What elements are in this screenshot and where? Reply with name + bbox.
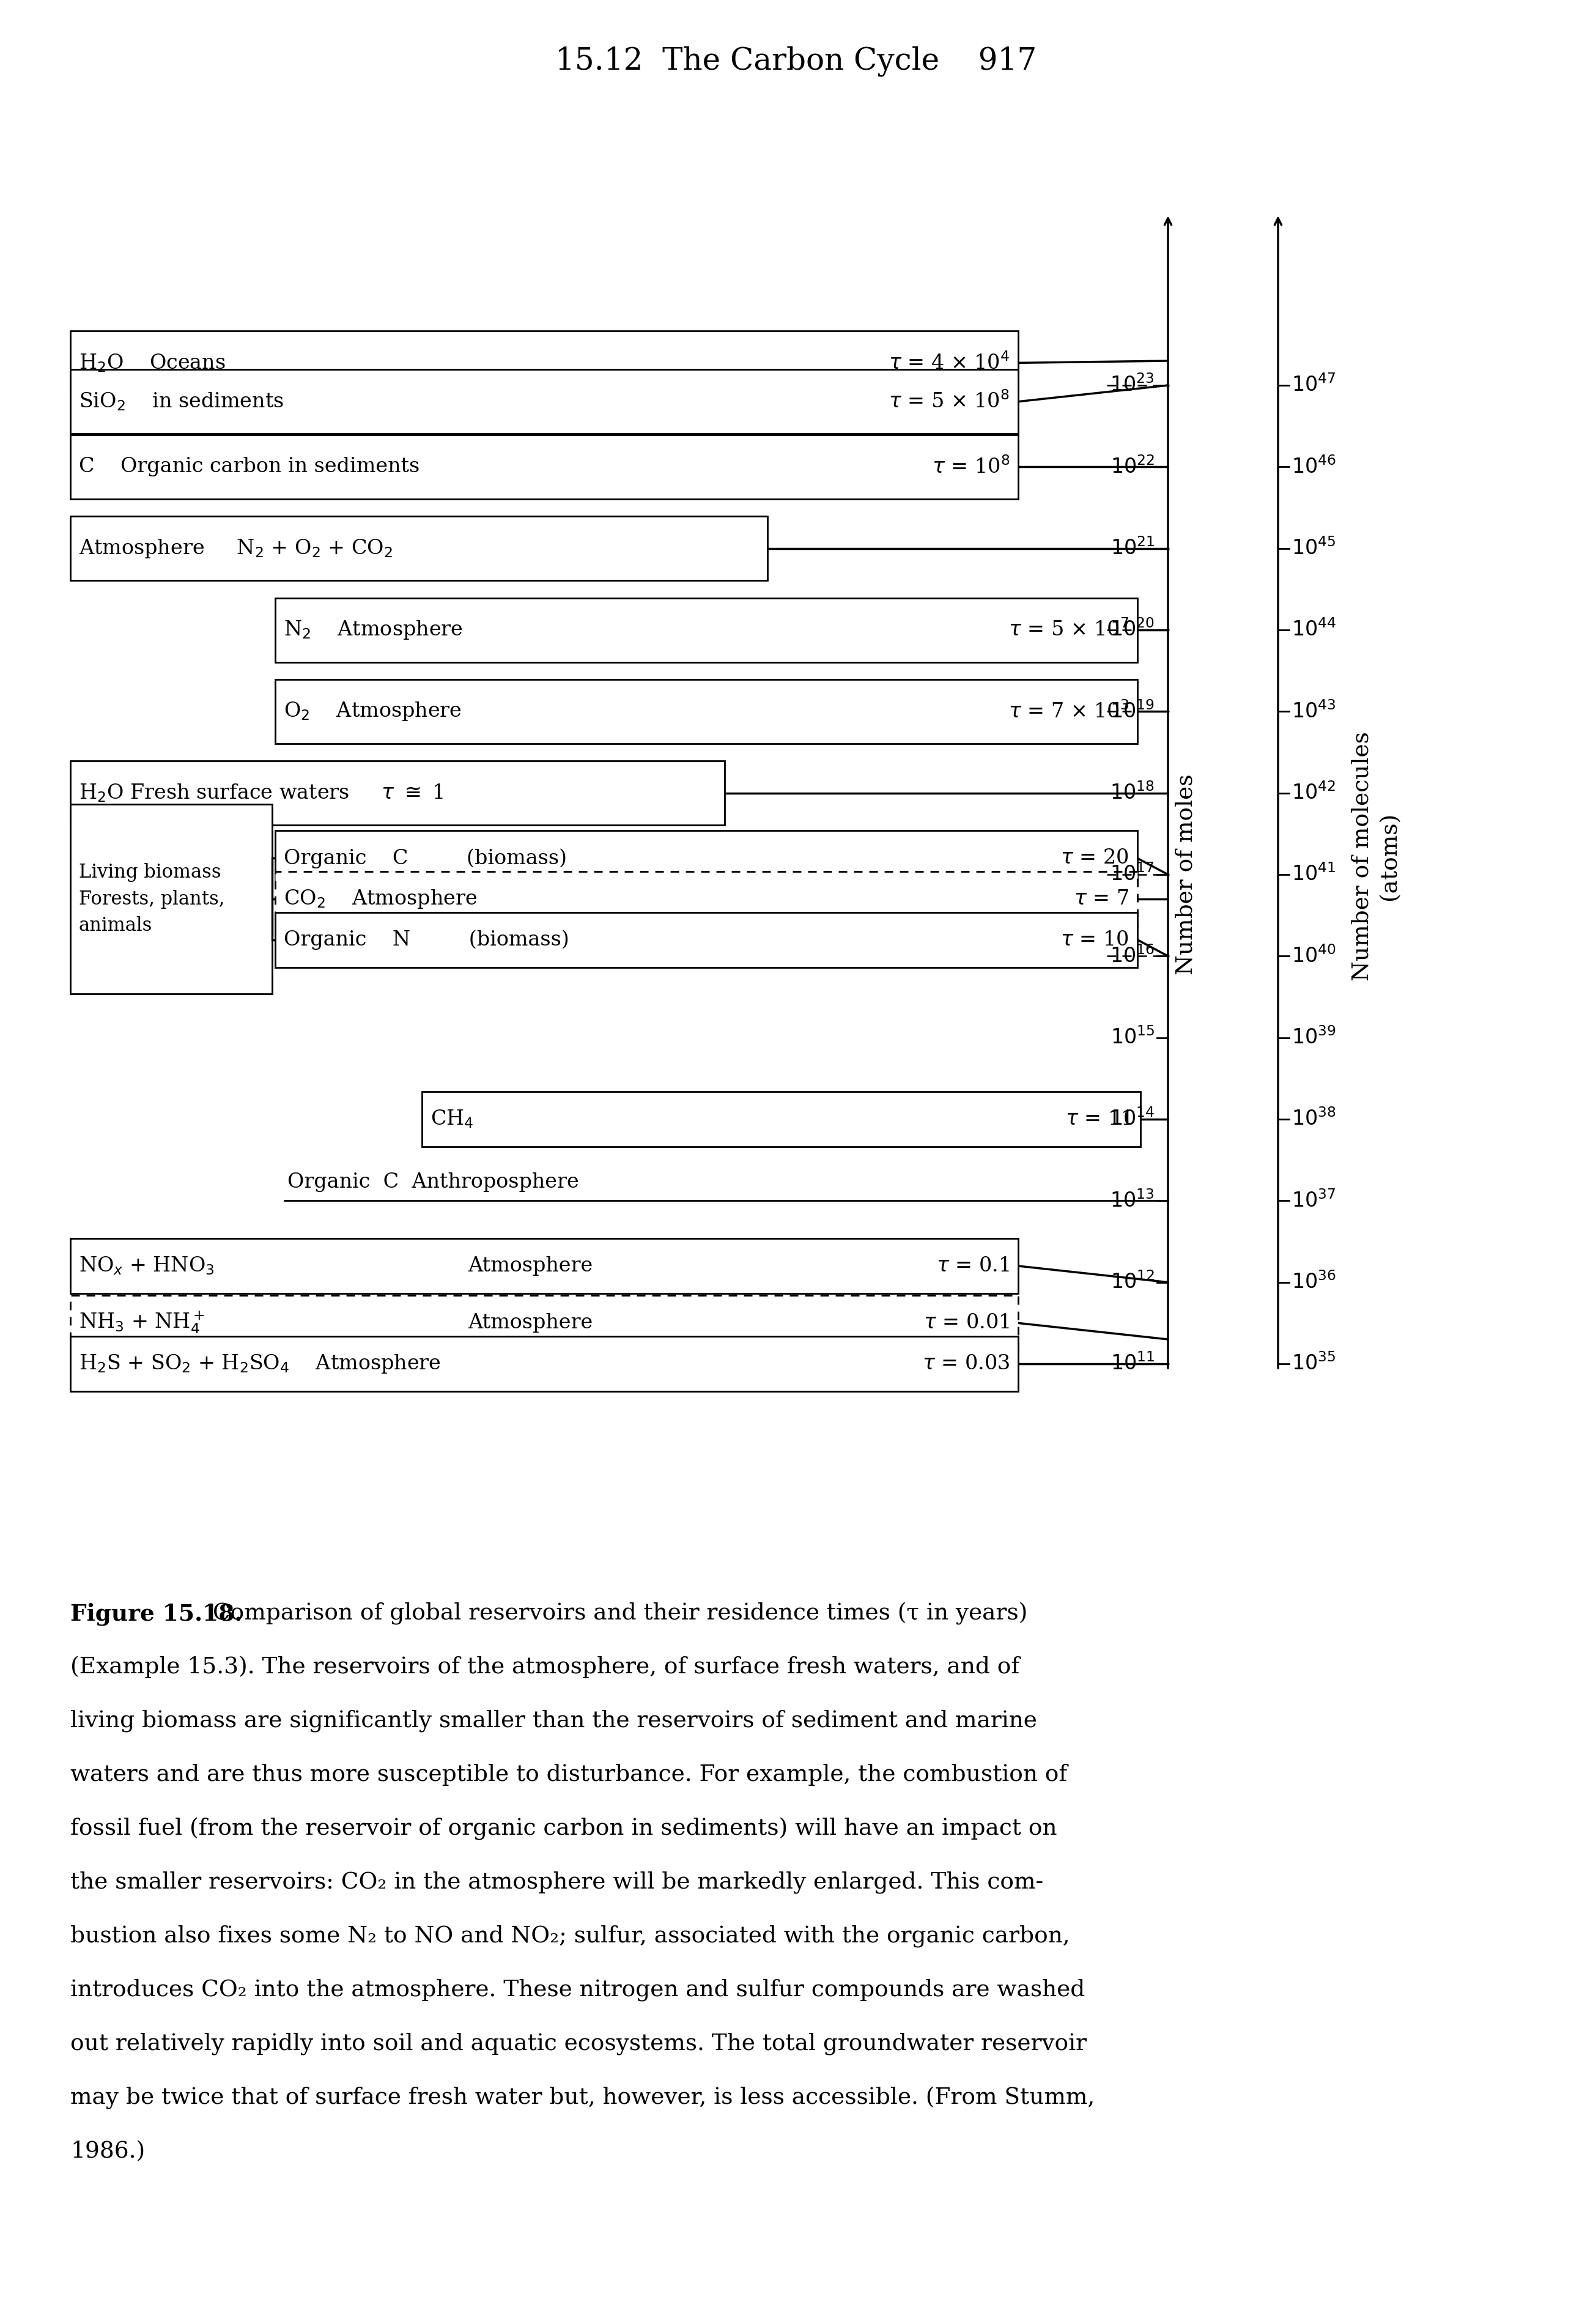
Text: $10^{37}$: $10^{37}$ <box>1292 1190 1337 1211</box>
Bar <box>422 1092 1141 1146</box>
Bar <box>70 804 272 995</box>
Text: Organic    C         (biomass): Organic C (biomass) <box>284 848 567 869</box>
Text: $10^{19}$: $10^{19}$ <box>1110 702 1155 723</box>
Text: $10^{13}$: $10^{13}$ <box>1110 1190 1155 1211</box>
Text: CO$_2$    Atmosphere: CO$_2$ Atmosphere <box>284 888 478 911</box>
Text: Atmosphere: Atmosphere <box>468 1257 593 1276</box>
Bar <box>70 1294 1018 1350</box>
Text: H$_2$O    Oceans: H$_2$O Oceans <box>80 353 226 374</box>
Text: Figure 15.18.: Figure 15.18. <box>70 1601 242 1624</box>
Bar <box>70 435 1018 500</box>
Text: living biomass are significantly smaller than the reservoirs of sediment and mar: living biomass are significantly smaller… <box>70 1710 1037 1731</box>
Text: $\tau$ = 0.1: $\tau$ = 0.1 <box>937 1257 1010 1276</box>
Bar <box>70 516 768 581</box>
Text: $\tau$ = 10$^8$: $\tau$ = 10$^8$ <box>932 456 1010 476</box>
Text: Comparison of global reservoirs and their residence times (τ in years): Comparison of global reservoirs and thei… <box>205 1601 1027 1624</box>
Text: $\tau$ = 10: $\tau$ = 10 <box>1061 930 1129 951</box>
Text: Atmosphere: Atmosphere <box>468 1313 593 1334</box>
Text: 15.12  The Carbon Cycle    917: 15.12 The Carbon Cycle 917 <box>556 46 1037 77</box>
Bar <box>70 330 1018 395</box>
Text: $10^{20}$: $10^{20}$ <box>1110 618 1155 641</box>
Text: $10^{41}$: $10^{41}$ <box>1292 865 1337 885</box>
Text: $10^{21}$: $10^{21}$ <box>1110 537 1155 560</box>
Text: $\tau$ = 11: $\tau$ = 11 <box>1066 1109 1133 1129</box>
Text: (Example 15.3). The reservoirs of the atmosphere, of surface fresh waters, and o: (Example 15.3). The reservoirs of the at… <box>70 1657 1020 1678</box>
Text: fossil fuel (from the reservoir of organic carbon in sediments) will have an imp: fossil fuel (from the reservoir of organ… <box>70 1817 1058 1841</box>
Text: $10^{45}$: $10^{45}$ <box>1292 537 1337 560</box>
Text: SiO$_2$    in sediments: SiO$_2$ in sediments <box>80 390 284 411</box>
Text: $\tau$ = 5 $\times$ 10$^8$: $\tau$ = 5 $\times$ 10$^8$ <box>889 390 1010 411</box>
Text: $10^{43}$: $10^{43}$ <box>1292 702 1337 723</box>
Text: $\tau$ = 7 $\times$ 10$^3$: $\tau$ = 7 $\times$ 10$^3$ <box>1008 702 1129 723</box>
Text: waters and are thus more susceptible to disturbance. For example, the combustion: waters and are thus more susceptible to … <box>70 1764 1067 1785</box>
Text: $10^{42}$: $10^{42}$ <box>1292 783 1335 804</box>
Text: $10^{46}$: $10^{46}$ <box>1292 456 1337 476</box>
Text: Number of moles: Number of moles <box>1176 774 1198 976</box>
Bar <box>276 597 1137 662</box>
Text: Number of molecules
(atoms): Number of molecules (atoms) <box>1351 732 1400 981</box>
Bar <box>70 1239 1018 1294</box>
Text: out relatively rapidly into soil and aquatic ecosystems. The total groundwater r: out relatively rapidly into soil and aqu… <box>70 2033 1086 2054</box>
Text: H$_2$S + SO$_2$ + H$_2$SO$_4$    Atmosphere: H$_2$S + SO$_2$ + H$_2$SO$_4$ Atmosphere <box>80 1353 441 1376</box>
Text: $\tau$ = 7: $\tau$ = 7 <box>1074 890 1129 909</box>
Text: NH$_3$ + NH$_4^+$: NH$_3$ + NH$_4^+$ <box>80 1311 205 1336</box>
Text: Living biomass
Forests, plants,
animals: Living biomass Forests, plants, animals <box>80 862 225 934</box>
Text: $\tau$ = 4 $\times$ 10$^4$: $\tau$ = 4 $\times$ 10$^4$ <box>889 353 1010 374</box>
Text: $10^{18}$: $10^{18}$ <box>1110 783 1155 804</box>
Text: $10^{17}$: $10^{17}$ <box>1110 865 1155 885</box>
Text: NO$_x$ + HNO$_3$: NO$_x$ + HNO$_3$ <box>80 1255 215 1276</box>
Text: C    Organic carbon in sediments: C Organic carbon in sediments <box>80 458 419 476</box>
Text: $\tau$ = 0.01: $\tau$ = 0.01 <box>924 1313 1010 1334</box>
Text: 1986.): 1986.) <box>70 2140 145 2164</box>
Text: $10^{36}$: $10^{36}$ <box>1292 1271 1337 1292</box>
Text: $10^{14}$: $10^{14}$ <box>1110 1109 1155 1129</box>
Text: bustion also fixes some N₂ to NO and NO₂; sulfur, associated with the organic ca: bustion also fixes some N₂ to NO and NO₂… <box>70 1924 1070 1948</box>
Bar <box>70 1336 1018 1392</box>
Text: $10^{12}$: $10^{12}$ <box>1110 1271 1155 1292</box>
Text: $\tau$ = 0.03: $\tau$ = 0.03 <box>922 1355 1010 1373</box>
Bar <box>276 830 1137 885</box>
Text: $10^{22}$: $10^{22}$ <box>1110 456 1155 476</box>
Text: introduces CO₂ into the atmosphere. These nitrogen and sulfur compounds are wash: introduces CO₂ into the atmosphere. Thes… <box>70 1980 1085 2001</box>
Text: $10^{38}$: $10^{38}$ <box>1292 1109 1337 1129</box>
Bar <box>70 760 725 825</box>
Text: Organic  C  Anthroposphere: Organic C Anthroposphere <box>287 1174 578 1192</box>
Text: O$_2$    Atmosphere: O$_2$ Atmosphere <box>284 700 462 723</box>
Text: $10^{15}$: $10^{15}$ <box>1110 1027 1155 1048</box>
Text: CH$_4$: CH$_4$ <box>430 1109 473 1129</box>
Bar <box>276 913 1137 967</box>
Text: $10^{16}$: $10^{16}$ <box>1110 946 1155 967</box>
Text: $\tau$ = 20: $\tau$ = 20 <box>1061 848 1129 869</box>
Text: $10^{39}$: $10^{39}$ <box>1292 1027 1337 1048</box>
Text: $\tau$ = 5 $\times$ 10$^7$: $\tau$ = 5 $\times$ 10$^7$ <box>1008 618 1129 641</box>
Text: $10^{35}$: $10^{35}$ <box>1292 1353 1337 1373</box>
Bar <box>70 370 1018 435</box>
Bar <box>276 679 1137 744</box>
Text: $10^{47}$: $10^{47}$ <box>1292 374 1337 395</box>
Bar <box>276 871 1137 927</box>
Text: H$_2$O Fresh surface waters     $\tau$ $\cong$ 1: H$_2$O Fresh surface waters $\tau$ $\con… <box>80 783 443 804</box>
Text: the smaller reservoirs: CO₂ in the atmosphere will be markedly enlarged. This co: the smaller reservoirs: CO₂ in the atmos… <box>70 1871 1043 1894</box>
Text: Atmosphere     N$_2$ + O$_2$ + CO$_2$: Atmosphere N$_2$ + O$_2$ + CO$_2$ <box>80 537 392 560</box>
Text: $10^{44}$: $10^{44}$ <box>1292 618 1337 641</box>
Text: Organic    N         (biomass): Organic N (biomass) <box>284 930 569 951</box>
Text: $10^{23}$: $10^{23}$ <box>1110 374 1155 395</box>
Text: N$_2$    Atmosphere: N$_2$ Atmosphere <box>284 618 462 641</box>
Text: may be twice that of surface fresh water but, however, is less accessible. (From: may be twice that of surface fresh water… <box>70 2087 1094 2110</box>
Text: $10^{11}$: $10^{11}$ <box>1110 1353 1155 1373</box>
Text: $10^{40}$: $10^{40}$ <box>1292 946 1337 967</box>
